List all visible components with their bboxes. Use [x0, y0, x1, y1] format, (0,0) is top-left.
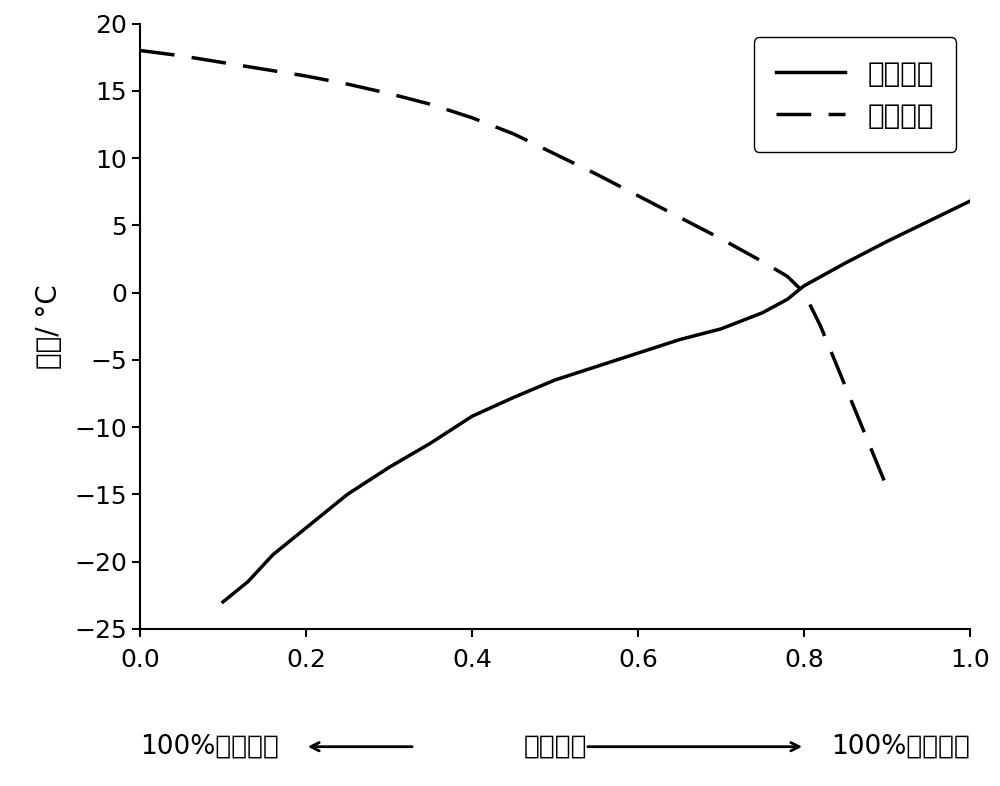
- 正十六烷: [864, 443, 876, 452]
- 正十四烷: [798, 281, 810, 291]
- 正十四烷: [424, 439, 436, 448]
- 正十六烷: [300, 72, 312, 81]
- Legend: 正十四烷, 正十六烷: 正十四烷, 正十六烷: [754, 38, 956, 152]
- 正十四烷: [466, 412, 478, 421]
- 正十六烷: [590, 170, 602, 179]
- 正十四烷: [267, 550, 279, 560]
- 正十六烷: [840, 382, 852, 391]
- 正十六烷: [881, 483, 893, 492]
- 正十四烷: [964, 196, 976, 206]
- 正十四烷: [781, 295, 793, 304]
- 正十六烷: [815, 321, 827, 331]
- 正十六烷: [258, 64, 270, 74]
- Text: 100%正十六烷: 100%正十六烷: [140, 733, 279, 760]
- 正十六烷: [217, 58, 229, 68]
- Text: 100%正十四烷: 100%正十四烷: [831, 733, 970, 760]
- 正十六烷: [715, 234, 727, 244]
- 正十四烷: [632, 348, 644, 358]
- 正十六烷: [424, 100, 436, 109]
- 正十四烷: [674, 335, 686, 344]
- 正十四烷: [590, 362, 602, 371]
- 正十六烷: [383, 89, 395, 98]
- Line: 正十四烷: 正十四烷: [223, 201, 970, 602]
- 正十六烷: [757, 257, 769, 266]
- 正十六烷: [632, 191, 644, 200]
- 正十四烷: [840, 259, 852, 268]
- 正十四烷: [715, 324, 727, 333]
- 正十四烷: [242, 577, 254, 586]
- 正十六烷: [176, 51, 188, 61]
- 正十四烷: [217, 597, 229, 607]
- 正十六烷: [507, 129, 520, 138]
- 正十四烷: [922, 217, 934, 226]
- 正十六烷: [134, 46, 146, 55]
- Y-axis label: 温度/ °C: 温度/ °C: [35, 284, 63, 369]
- Text: 质量配比: 质量配比: [523, 733, 587, 760]
- 正十四烷: [342, 490, 354, 499]
- 正十四烷: [549, 375, 561, 384]
- 正十六烷: [549, 149, 561, 159]
- 正十四烷: [507, 393, 520, 402]
- 正十四烷: [383, 463, 395, 472]
- 正十六烷: [798, 288, 810, 297]
- 正十四烷: [757, 308, 769, 318]
- 正十四烷: [300, 523, 312, 533]
- 正十六烷: [342, 79, 354, 89]
- 正十四烷: [881, 237, 893, 246]
- Line: 正十六烷: 正十六烷: [140, 50, 887, 487]
- 正十六烷: [781, 272, 793, 281]
- 正十六烷: [674, 212, 686, 222]
- 正十六烷: [466, 113, 478, 123]
